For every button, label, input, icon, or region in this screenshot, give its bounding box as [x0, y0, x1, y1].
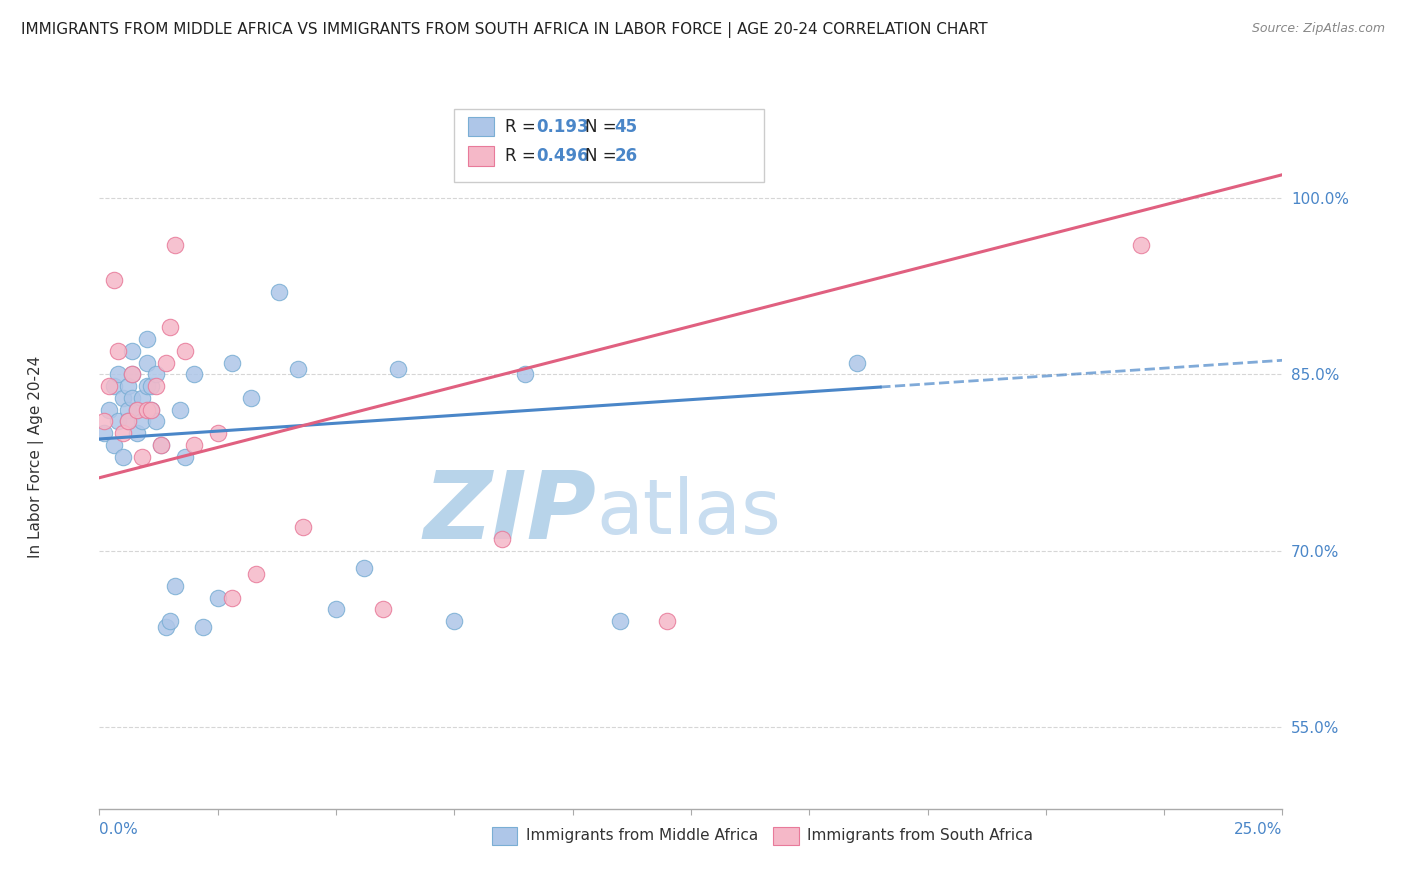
Point: [515, 368, 537, 382]
Point: [121, 368, 143, 382]
Text: 25.0%: 25.0%: [1234, 822, 1282, 838]
Point: [159, 320, 181, 334]
Point: [373, 602, 395, 616]
Point: [609, 614, 631, 628]
Point: [155, 356, 177, 370]
Point: [325, 602, 347, 616]
Point: [135, 356, 157, 370]
Point: [183, 368, 205, 382]
Point: [107, 343, 129, 358]
Point: [135, 332, 157, 346]
Point: [141, 379, 163, 393]
Point: [353, 561, 375, 575]
Point: [141, 402, 163, 417]
Point: [131, 450, 153, 464]
Point: [173, 450, 195, 464]
Point: [443, 614, 465, 628]
Point: [127, 402, 149, 417]
Point: [145, 368, 167, 382]
Text: 26: 26: [614, 147, 638, 165]
Text: IMMIGRANTS FROM MIDDLE AFRICA VS IMMIGRANTS FROM SOUTH AFRICA IN LABOR FORCE | A: IMMIGRANTS FROM MIDDLE AFRICA VS IMMIGRA…: [21, 22, 987, 38]
Point: [93, 414, 115, 428]
Point: [269, 285, 291, 300]
Text: Source: ZipAtlas.com: Source: ZipAtlas.com: [1251, 22, 1385, 36]
Point: [221, 356, 243, 370]
Point: [93, 426, 115, 441]
Point: [135, 402, 157, 417]
Point: [155, 620, 177, 634]
Text: 0.193: 0.193: [536, 118, 589, 136]
Point: [121, 368, 143, 382]
Point: [287, 361, 309, 376]
Point: [97, 379, 120, 393]
Point: [97, 402, 120, 417]
Text: Immigrants from Middle Africa: Immigrants from Middle Africa: [526, 829, 758, 843]
Point: [165, 579, 187, 593]
Point: [111, 391, 134, 405]
Point: [117, 414, 139, 428]
Text: ZIP: ZIP: [423, 467, 596, 559]
Point: [657, 614, 679, 628]
Point: [1129, 238, 1152, 252]
Point: [387, 361, 409, 376]
Point: [111, 450, 134, 464]
Text: R =: R =: [505, 147, 541, 165]
Point: [149, 438, 172, 452]
Point: [121, 391, 143, 405]
Point: [107, 368, 129, 382]
Text: N =: N =: [585, 118, 621, 136]
Text: R =: R =: [505, 118, 541, 136]
Point: [165, 238, 187, 252]
Point: [131, 414, 153, 428]
Point: [845, 356, 868, 370]
Point: [127, 426, 149, 441]
Point: [193, 620, 215, 634]
Point: [117, 414, 139, 428]
Point: [135, 379, 157, 393]
Point: [159, 614, 181, 628]
Point: [141, 402, 163, 417]
Point: [111, 426, 134, 441]
Point: [207, 591, 229, 605]
Point: [207, 426, 229, 441]
Text: In Labor Force | Age 20-24: In Labor Force | Age 20-24: [28, 356, 44, 558]
Point: [117, 379, 139, 393]
Point: [131, 391, 153, 405]
Point: [221, 591, 243, 605]
Point: [491, 532, 513, 546]
Point: [239, 391, 262, 405]
Point: [183, 438, 205, 452]
Point: [169, 402, 191, 417]
Point: [291, 520, 314, 534]
Point: [149, 438, 172, 452]
Point: [103, 273, 125, 287]
Point: [107, 414, 129, 428]
Point: [117, 402, 139, 417]
Point: [103, 438, 125, 452]
Text: atlas: atlas: [596, 476, 782, 550]
Text: 0.0%: 0.0%: [100, 822, 138, 838]
Point: [145, 379, 167, 393]
Text: 45: 45: [614, 118, 638, 136]
Point: [121, 343, 143, 358]
Point: [103, 379, 125, 393]
Text: N =: N =: [585, 147, 621, 165]
Point: [127, 402, 149, 417]
Point: [245, 567, 267, 582]
Text: 0.496: 0.496: [536, 147, 589, 165]
Point: [145, 414, 167, 428]
Point: [173, 343, 195, 358]
Text: Immigrants from South Africa: Immigrants from South Africa: [807, 829, 1033, 843]
